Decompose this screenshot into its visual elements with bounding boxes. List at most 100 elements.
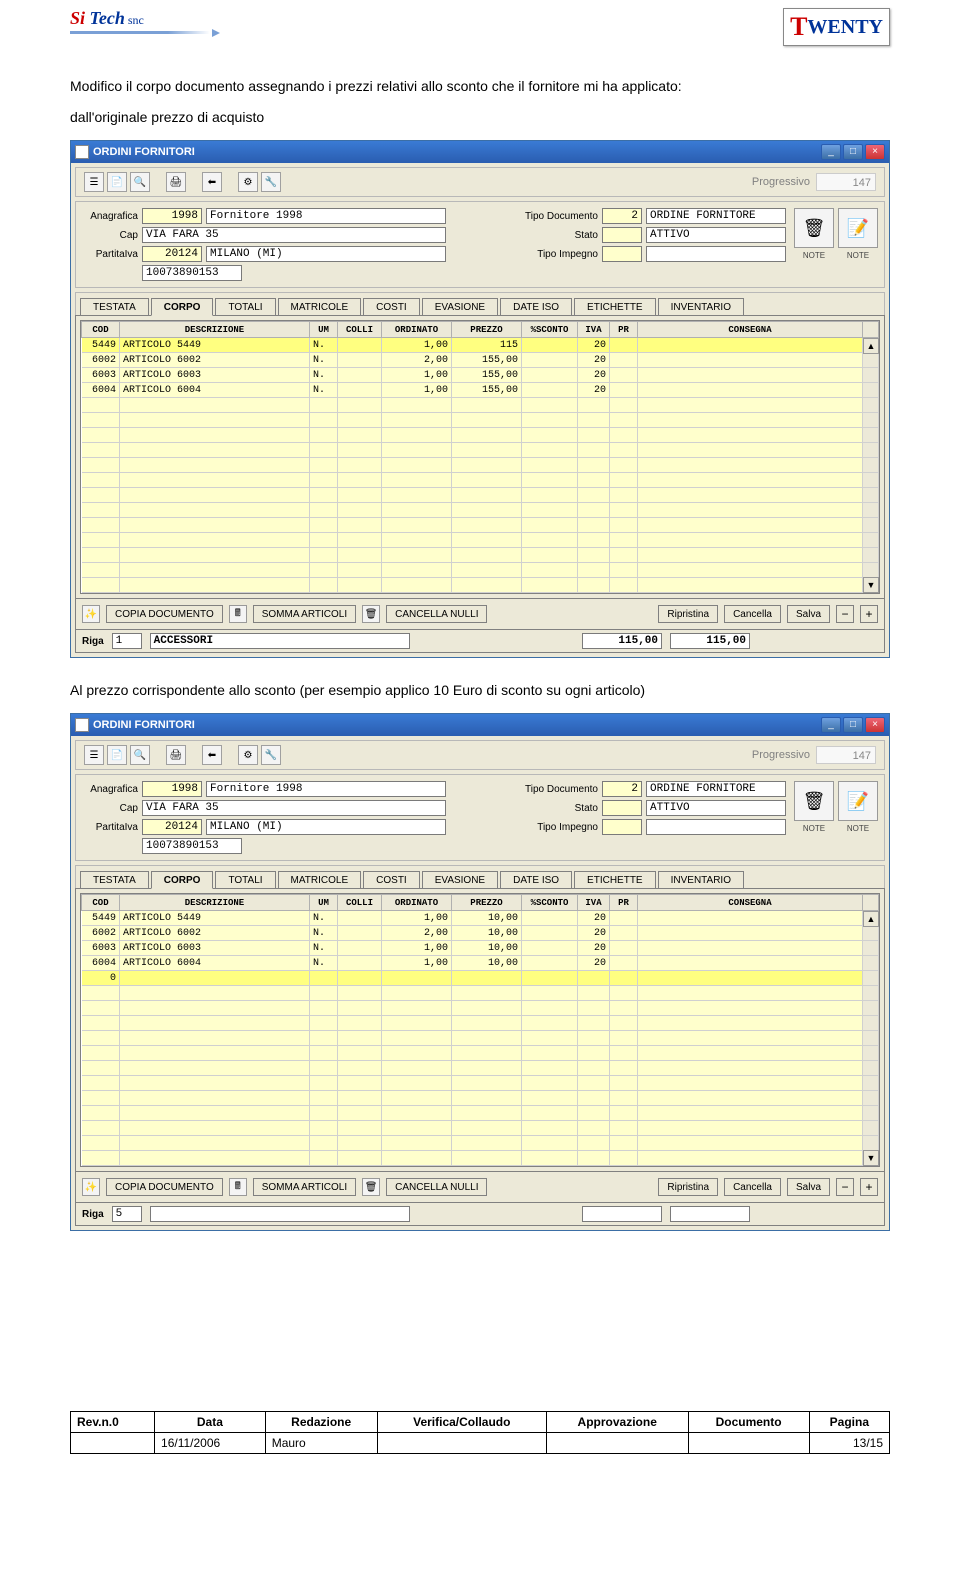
table-row-empty[interactable] (82, 533, 879, 548)
table-row-empty[interactable] (82, 458, 879, 473)
table-row-empty[interactable] (82, 548, 879, 563)
col-prezzo[interactable]: PREZZO (452, 322, 522, 338)
table-row-empty[interactable] (82, 1151, 879, 1166)
maximize-button[interactable]: □ (843, 144, 863, 160)
piva-code[interactable]: 20124 (142, 246, 202, 262)
btn-ripristina[interactable]: Ripristina (658, 605, 718, 623)
anagrafica-code[interactable]: 1998 (142, 208, 202, 224)
calc-icon[interactable]: 🖩 (229, 605, 247, 623)
minimize-button[interactable]: _ (821, 717, 841, 733)
btn-copia-documento[interactable]: COPIA DOCUMENTO (106, 605, 223, 623)
note-button-1[interactable]: 🗑 (794, 781, 834, 821)
stato-code[interactable] (602, 227, 642, 243)
table-row-empty[interactable] (82, 1046, 879, 1061)
copy-icon[interactable]: ✨ (82, 1178, 100, 1196)
minimize-button[interactable]: _ (821, 144, 841, 160)
table-row[interactable]: 5449ARTICOLO 5449N.1,0010,0020 (82, 911, 879, 926)
table-row-empty[interactable] (82, 1091, 879, 1106)
scroll-up-icon[interactable]: ▲ (863, 338, 879, 354)
scroll-down-icon[interactable]: ▼ (863, 577, 879, 593)
btn-cancella-nulli[interactable]: CANCELLA NULLI (386, 605, 487, 623)
tb-icon-exit[interactable]: ⬅ (202, 172, 222, 192)
table-row[interactable]: 6002ARTICOLO 6002N.2,00155,0020 (82, 353, 879, 368)
tb-icon-5[interactable]: ⚙ (238, 172, 258, 192)
col-um[interactable]: UM (310, 322, 338, 338)
anagrafica-code[interactable]: 1998 (142, 781, 202, 797)
col-consegna[interactable]: CONSEGNA (638, 322, 863, 338)
data-grid[interactable]: CODDESCRIZIONEUMCOLLIORDINATOPREZZO%SCON… (81, 894, 879, 1166)
col-pr[interactable]: PR (610, 322, 638, 338)
tb-icon-3[interactable]: 🔍 (130, 172, 150, 192)
table-row-empty[interactable] (82, 503, 879, 518)
tb-icon-1[interactable]: ☰ (84, 745, 104, 765)
col-descrizione[interactable]: DESCRIZIONE (120, 895, 310, 911)
table-row[interactable]: 6004ARTICOLO 6004N.1,0010,0020 (82, 956, 879, 971)
col-cod[interactable]: COD (82, 895, 120, 911)
tb-icon-5[interactable]: ⚙ (238, 745, 258, 765)
tb-icon-3[interactable]: 🔍 (130, 745, 150, 765)
tab-testata[interactable]: TESTATA (80, 871, 149, 889)
tb-icon-2[interactable]: 📄 (107, 172, 127, 192)
tb-icon-2[interactable]: 📄 (107, 745, 127, 765)
tab-inventario[interactable]: INVENTARIO (658, 871, 744, 889)
note-button-2[interactable]: 📝 (838, 781, 878, 821)
del-icon[interactable]: 🗑 (362, 1178, 380, 1196)
tab-date-iso[interactable]: DATE ISO (500, 298, 572, 316)
table-row-empty[interactable] (82, 986, 879, 1001)
table-row[interactable]: 6003ARTICOLO 6003N.1,0010,0020 (82, 941, 879, 956)
btn-copia-documento[interactable]: COPIA DOCUMENTO (106, 1178, 223, 1196)
tab-totali[interactable]: TOTALI (215, 871, 275, 889)
tab-date-iso[interactable]: DATE ISO (500, 871, 572, 889)
tab-etichette[interactable]: ETICHETTE (574, 298, 656, 316)
col-iva[interactable]: IVA (578, 895, 610, 911)
table-row[interactable]: 5449ARTICOLO 5449N.1,0011520 (82, 338, 879, 353)
btn-cancella[interactable]: Cancella (724, 1178, 781, 1196)
col-prezzo[interactable]: PREZZO (452, 895, 522, 911)
table-row[interactable]: 0 (82, 971, 879, 986)
tb-icon-6[interactable]: 🔧 (261, 745, 281, 765)
btn-minus[interactable]: − (836, 1178, 854, 1196)
tipodoc-code[interactable]: 2 (602, 781, 642, 797)
tab-testata[interactable]: TESTATA (80, 298, 149, 316)
col-um[interactable]: UM (310, 895, 338, 911)
maximize-button[interactable]: □ (843, 717, 863, 733)
tab-evasione[interactable]: EVASIONE (422, 298, 498, 316)
table-row-empty[interactable] (82, 1061, 879, 1076)
col-descrizione[interactable]: DESCRIZIONE (120, 322, 310, 338)
tab-matricole[interactable]: MATRICOLE (278, 871, 362, 889)
table-row-empty[interactable] (82, 518, 879, 533)
table-row-empty[interactable] (82, 398, 879, 413)
col-colli[interactable]: COLLI (338, 322, 382, 338)
del-icon[interactable]: 🗑 (362, 605, 380, 623)
data-grid[interactable]: CODDESCRIZIONEUMCOLLIORDINATOPREZZO%SCON… (81, 321, 879, 593)
scroll-up-icon[interactable]: ▲ (863, 911, 879, 927)
tab-corpo[interactable]: CORPO (151, 298, 214, 316)
table-row-empty[interactable] (82, 413, 879, 428)
tb-icon-4[interactable]: 🖨 (166, 172, 186, 192)
table-row[interactable]: 6004ARTICOLO 6004N.1,00155,0020 (82, 383, 879, 398)
table-row-empty[interactable] (82, 1106, 879, 1121)
tab-matricole[interactable]: MATRICOLE (278, 298, 362, 316)
table-row-empty[interactable] (82, 443, 879, 458)
tab-corpo[interactable]: CORPO (151, 871, 214, 889)
btn-plus[interactable]: + (860, 1178, 878, 1196)
col-%sconto[interactable]: %SCONTO (522, 895, 578, 911)
btn-somma-articoli[interactable]: SOMMA ARTICOLI (253, 1178, 356, 1196)
copy-icon[interactable]: ✨ (82, 605, 100, 623)
tab-inventario[interactable]: INVENTARIO (658, 298, 744, 316)
tab-costi[interactable]: COSTI (363, 298, 420, 316)
table-row[interactable]: 6003ARTICOLO 6003N.1,00155,0020 (82, 368, 879, 383)
table-row-empty[interactable] (82, 473, 879, 488)
btn-cancella-nulli[interactable]: CANCELLA NULLI (386, 1178, 487, 1196)
col-ordinato[interactable]: ORDINATO (382, 322, 452, 338)
piva-code[interactable]: 20124 (142, 819, 202, 835)
tab-evasione[interactable]: EVASIONE (422, 871, 498, 889)
tab-costi[interactable]: COSTI (363, 871, 420, 889)
btn-cancella[interactable]: Cancella (724, 605, 781, 623)
table-row-empty[interactable] (82, 1016, 879, 1031)
btn-minus[interactable]: − (836, 605, 854, 623)
col-iva[interactable]: IVA (578, 322, 610, 338)
tipodoc-code[interactable]: 2 (602, 208, 642, 224)
col-colli[interactable]: COLLI (338, 895, 382, 911)
tab-etichette[interactable]: ETICHETTE (574, 871, 656, 889)
